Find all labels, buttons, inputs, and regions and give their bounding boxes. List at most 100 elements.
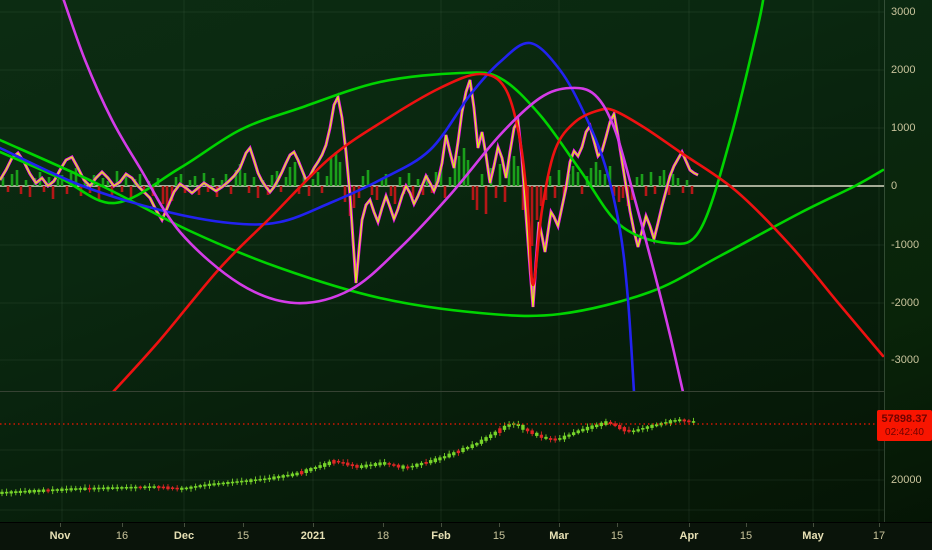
histogram-bar bbox=[174, 177, 178, 186]
candle-body bbox=[69, 488, 73, 491]
pane-separator[interactable] bbox=[0, 391, 884, 392]
candle-body bbox=[470, 444, 474, 449]
histogram-bar bbox=[653, 186, 657, 194]
histogram-bar bbox=[576, 172, 580, 186]
candle-body bbox=[618, 424, 622, 430]
candle-body bbox=[124, 486, 129, 489]
histogram-bar bbox=[681, 186, 685, 193]
histogram-bar bbox=[589, 168, 593, 186]
histogram-bar bbox=[56, 179, 60, 186]
histogram-bar bbox=[161, 186, 165, 204]
time-tick-mark bbox=[383, 523, 384, 527]
candle-body bbox=[318, 465, 322, 468]
histogram-bar bbox=[307, 186, 311, 196]
regression-green-wide bbox=[0, 138, 884, 318]
candle-body bbox=[687, 420, 691, 423]
time-tick-mark bbox=[746, 523, 747, 527]
price-tick-label: 0 bbox=[891, 180, 898, 192]
time-tick-label: 2021 bbox=[300, 530, 326, 542]
candle-body bbox=[161, 486, 166, 489]
candle-body bbox=[447, 453, 451, 458]
candle-body bbox=[488, 434, 493, 439]
histogram-bar bbox=[480, 174, 484, 186]
histogram-bar bbox=[471, 186, 475, 200]
histogram-bar bbox=[498, 164, 502, 186]
candle-body bbox=[51, 489, 55, 492]
time-tick-label: 18 bbox=[376, 530, 390, 542]
histogram-bar bbox=[539, 186, 543, 206]
histogram-bar bbox=[608, 166, 612, 186]
candle-body bbox=[668, 420, 673, 424]
candle-body bbox=[138, 486, 142, 489]
price-tick-label: -1000 bbox=[891, 239, 920, 251]
candle-body bbox=[309, 468, 313, 472]
price-axis[interactable]: 3000 2000 1000 0 -1000 -2000 -3000 20000 bbox=[884, 0, 932, 522]
regression-red bbox=[112, 72, 884, 391]
chart-canvas[interactable] bbox=[0, 0, 932, 522]
candle-body bbox=[405, 466, 410, 469]
candle-body bbox=[106, 487, 110, 490]
candle-body bbox=[74, 488, 78, 490]
histogram-bar bbox=[19, 186, 23, 194]
time-tick-mark bbox=[313, 523, 314, 527]
histogram-bar bbox=[567, 174, 571, 186]
candle-body bbox=[525, 428, 530, 432]
histogram-bar bbox=[256, 186, 260, 198]
time-tick-mark bbox=[499, 523, 500, 527]
histogram-bar bbox=[293, 162, 297, 186]
histogram-bar bbox=[120, 186, 124, 192]
histogram-bar bbox=[202, 173, 206, 186]
histogram-bar bbox=[535, 186, 539, 220]
histogram-bar bbox=[42, 186, 46, 192]
histogram-bar bbox=[393, 186, 397, 204]
candle-body bbox=[216, 483, 221, 485]
candle-body bbox=[170, 487, 175, 489]
histogram-bar bbox=[106, 181, 110, 186]
candle-body bbox=[212, 483, 216, 486]
candle-body bbox=[249, 479, 253, 483]
histogram-bar bbox=[193, 176, 197, 186]
histogram-bar bbox=[275, 171, 279, 186]
histogram-bar bbox=[612, 186, 616, 196]
histogram-bar bbox=[516, 166, 520, 186]
histogram-bar bbox=[352, 186, 356, 208]
candle-body bbox=[207, 483, 212, 486]
candle-body bbox=[87, 487, 92, 490]
histogram-bar bbox=[375, 186, 379, 200]
histogram-bar bbox=[220, 180, 224, 186]
candle-body bbox=[521, 424, 525, 430]
candle-body bbox=[636, 429, 640, 432]
candle-body bbox=[0, 491, 4, 494]
price-tick-label: -3000 bbox=[891, 354, 920, 366]
histogram-bar bbox=[671, 174, 675, 186]
candle-body bbox=[295, 472, 299, 476]
candle-body bbox=[92, 487, 96, 490]
histogram-bar bbox=[421, 186, 425, 195]
histogram-bar bbox=[512, 156, 516, 186]
candle-body bbox=[41, 489, 46, 492]
candle-body bbox=[627, 429, 631, 432]
candle-body bbox=[313, 467, 318, 470]
histogram-bar bbox=[24, 180, 28, 186]
histogram-bar bbox=[370, 186, 374, 195]
candle-body bbox=[452, 452, 456, 456]
histogram-bar bbox=[115, 171, 119, 186]
price-tick-label: 20000 bbox=[891, 474, 922, 486]
candle-body bbox=[479, 439, 484, 444]
histogram-bar bbox=[129, 186, 133, 198]
histogram-bar bbox=[603, 174, 607, 186]
candle-body bbox=[585, 426, 590, 431]
candle-body bbox=[97, 487, 101, 490]
histogram-bar bbox=[553, 186, 557, 198]
regression-magenta bbox=[62, 0, 685, 391]
candle-body bbox=[281, 475, 285, 478]
time-tick-mark bbox=[617, 523, 618, 527]
histogram-bar bbox=[494, 186, 498, 198]
histogram-bar bbox=[434, 172, 438, 186]
time-axis[interactable]: Nov 16 Dec 15 2021 18 Feb 15 Mar 15 Apr 15 May 17 bbox=[0, 522, 932, 550]
histogram-bar bbox=[580, 186, 584, 194]
candle-body bbox=[576, 430, 580, 434]
histogram-bar bbox=[484, 186, 488, 214]
price-tick-label: -2000 bbox=[891, 297, 920, 309]
histogram-bar bbox=[621, 186, 625, 198]
